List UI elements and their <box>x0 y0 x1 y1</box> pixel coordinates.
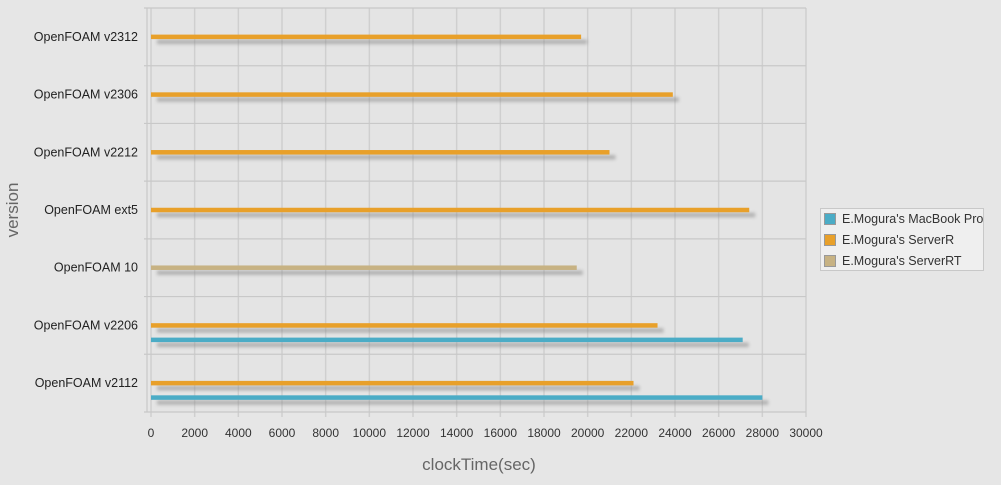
x-tick-label: 2000 <box>181 426 208 440</box>
bar-shadow <box>157 39 588 45</box>
bar <box>151 92 673 97</box>
bar-shadow <box>157 385 640 391</box>
x-tick-label: 22000 <box>615 426 649 440</box>
bar <box>151 207 750 213</box>
legend-item: E.Mogura's MacBook Pro <box>824 210 983 228</box>
x-tick-label: 26000 <box>702 426 736 440</box>
bar-shadow <box>157 212 756 218</box>
x-tick-label: 24000 <box>658 426 692 440</box>
bar <box>151 395 763 400</box>
y-category-label: OpenFOAM v2306 <box>34 88 138 102</box>
bar-shadow <box>157 155 616 160</box>
x-tick-label: 16000 <box>484 426 518 440</box>
x-tick-label: 10000 <box>353 426 387 440</box>
x-tick-label: 4000 <box>225 426 252 440</box>
bar <box>151 265 577 270</box>
x-tick-label: 18000 <box>527 426 561 440</box>
x-tick-label: 6000 <box>269 426 296 440</box>
legend-swatch <box>824 255 836 267</box>
x-tick-label: 20000 <box>571 426 605 440</box>
x-tick-label: 8000 <box>312 426 339 440</box>
legend-label: E.Mogura's MacBook Pro <box>842 212 984 226</box>
chart-legend: E.Mogura's MacBook Pro E.Mogura's ServerR… <box>820 208 984 271</box>
y-axis-title: version <box>3 183 22 238</box>
y-category-label: OpenFOAM v2212 <box>34 145 138 159</box>
legend-label: E.Mogura's ServerR <box>842 233 955 247</box>
bar-shadow <box>157 400 769 405</box>
legend-item: E.Mogura's ServerR <box>824 231 954 249</box>
x-tick-label: 0 <box>148 426 155 440</box>
bar-shadow <box>157 270 583 275</box>
x-axis-title: clockTime(sec) <box>422 455 536 474</box>
bar-shadow <box>157 97 679 102</box>
legend-label: E.Mogura's ServerRT <box>842 254 962 268</box>
y-category-label: OpenFOAM 10 <box>54 261 138 275</box>
bar <box>151 34 582 40</box>
y-category-label: OpenFOAM ext5 <box>44 203 138 217</box>
y-category-label: OpenFOAM v2312 <box>34 30 138 44</box>
bar-shadow <box>157 342 749 348</box>
bar <box>151 150 610 155</box>
bar-shadow <box>157 328 664 333</box>
legend-item: E.Mogura's ServerRT <box>824 252 962 270</box>
bar <box>151 380 634 386</box>
bar <box>151 323 658 328</box>
x-tick-label: 14000 <box>440 426 474 440</box>
x-tick-label: 30000 <box>789 426 823 440</box>
x-tick-label: 28000 <box>746 426 780 440</box>
legend-swatch <box>824 234 836 246</box>
bar <box>151 337 743 343</box>
x-tick-label: 12000 <box>396 426 430 440</box>
y-category-label: OpenFOAM v2206 <box>34 318 138 332</box>
y-category-label: OpenFOAM v2112 <box>35 376 138 390</box>
legend-swatch <box>824 213 836 225</box>
